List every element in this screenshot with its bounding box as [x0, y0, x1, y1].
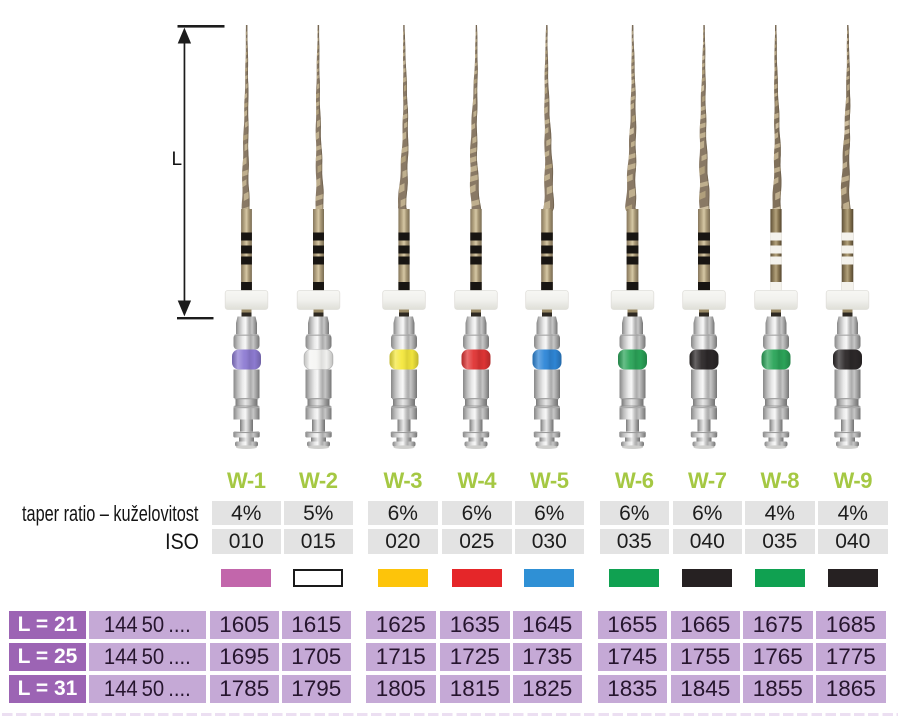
svg-text:L: L [172, 149, 183, 170]
